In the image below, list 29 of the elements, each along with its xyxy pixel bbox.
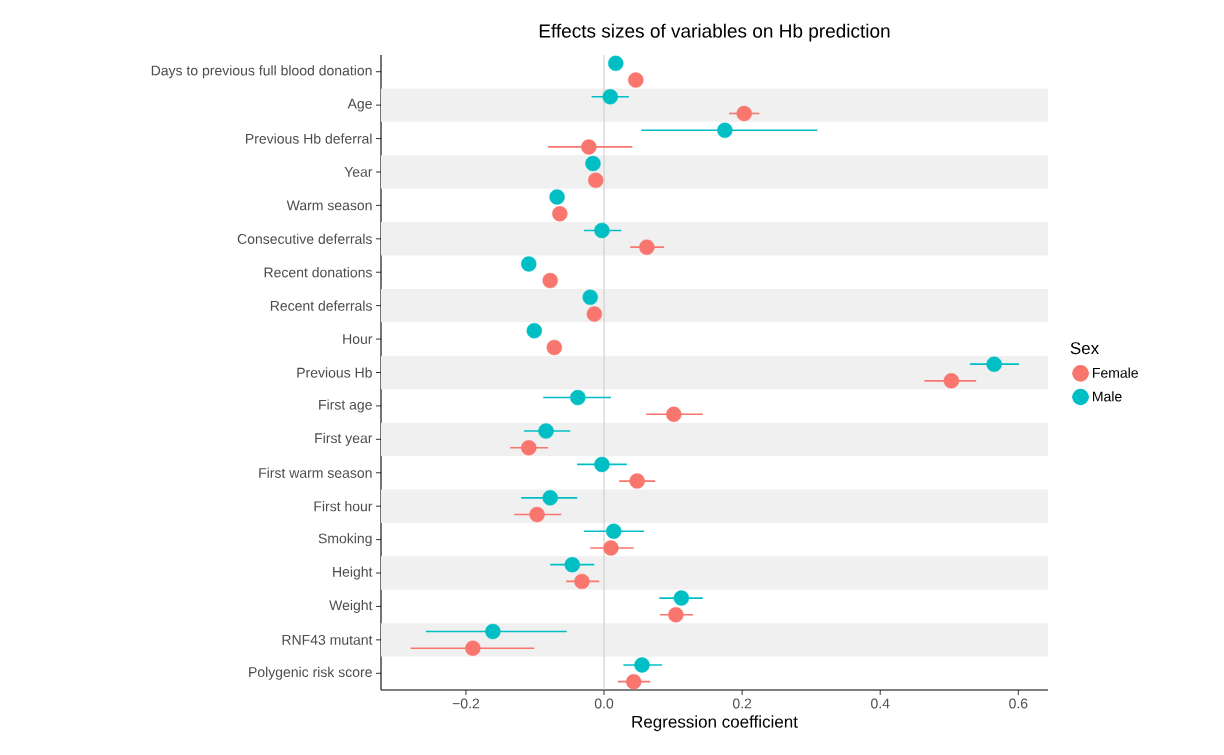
y-tick-label: First age [319,399,372,413]
y-tick-label: Hour [343,334,373,344]
y-tick-label: Warm season [286,200,372,211]
y-tick-label: Polygenic risk score [249,666,372,680]
legend-label: Male [1093,391,1122,402]
x-tick-label: 0.0 [594,698,614,709]
y-tick-label: First hour [314,501,373,512]
y-tick-label: Consecutive deferrals [237,233,372,244]
legend-label: Female [1093,367,1138,378]
y-tick-label: Recent donations [264,267,372,278]
y-tick-label: Smoking [318,533,372,547]
x-axis-title: Regression coefficient [632,715,798,732]
y-tick-label: First warm season [259,467,372,478]
legend-title: Sex [1070,342,1099,355]
y-tick-label: Weight [329,599,373,613]
y-tick-label: Previous Hb deferral [246,133,372,144]
x-tick-label: 0.4 [871,698,890,709]
y-tick-label: Recent deferrals [270,300,372,311]
x-tick-label: 0.2 [732,698,752,709]
y-tick-label: First year [315,432,373,446]
y-tick-label: Days to previous full blood donation [151,65,372,79]
y-tick-label: RNF43 mutant [282,634,373,645]
chart-title: Effects sizes of variables on Hb prediction [539,23,890,42]
y-tick-label: Year [344,167,373,177]
x-tick-label: 0.6 [1009,698,1028,709]
y-tick-label: Age [347,98,372,112]
y-tick-label: Height [333,566,373,580]
y-tick-label: Previous Hb [297,367,372,378]
x-tick-label: −0.2 [452,698,480,709]
